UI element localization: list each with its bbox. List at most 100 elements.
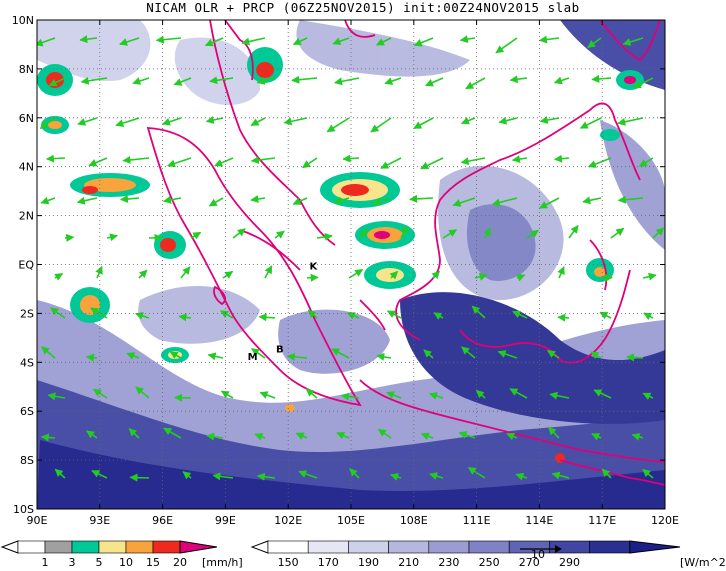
wind-arrow [539, 197, 560, 209]
wind-arrow [475, 389, 486, 399]
prcp-bar-label: 3 [69, 556, 76, 569]
wind-arrow [420, 432, 434, 441]
wind-arrow [85, 353, 98, 362]
lat-tick-label: 2N [19, 210, 34, 223]
wind-arrow [587, 157, 612, 168]
olr-field [37, 20, 665, 509]
wind-arrow [250, 117, 266, 127]
wind-arrow [54, 272, 64, 281]
wind-arrow [91, 469, 108, 479]
wind-arrow [389, 270, 399, 280]
prcp-bar-swatch [17, 540, 46, 554]
wind-arrow [461, 346, 476, 359]
wind-arrow [433, 312, 444, 320]
wind-arrow [409, 194, 434, 203]
wind-arrow [626, 353, 644, 362]
wind-arrow [495, 37, 518, 54]
wind-arrow [254, 433, 266, 441]
wind-arrow [122, 155, 150, 164]
wind-arrow [539, 116, 560, 124]
wind-arrow [491, 197, 518, 207]
wind-arrow [161, 117, 182, 126]
wind-arrow [250, 195, 266, 203]
wind-arrow [40, 196, 56, 205]
lat-tick-label: 6S [20, 405, 34, 418]
wind-arrow [39, 117, 56, 130]
prcp-bar-label: 5 [96, 556, 103, 569]
wind-arrow [256, 472, 276, 481]
lat-tick-label: 10N [12, 14, 34, 27]
olr-bar-label: 270 [519, 556, 540, 569]
wind-arrow [459, 35, 476, 44]
wind-arrow [76, 196, 98, 205]
wind-arrow [512, 310, 528, 319]
wind-arrow [182, 471, 192, 480]
wind-arrow [115, 117, 140, 128]
wind-arrow [554, 154, 570, 163]
olr-bar-swatch [388, 540, 430, 554]
wind-arrow [336, 431, 350, 440]
wind-arrow [509, 388, 528, 399]
lon-tick-label: 90E [27, 514, 48, 527]
wind-arrow [120, 194, 140, 203]
wind-arrow [429, 392, 444, 400]
wind-arrow [465, 77, 486, 90]
wind-arrow [557, 266, 565, 279]
wind-arrow [222, 270, 234, 279]
wind-arrow [178, 313, 192, 322]
wind-arrow [342, 154, 360, 163]
wind-arrow [64, 233, 75, 242]
wind-arrow [180, 266, 191, 279]
wind-arrow [423, 349, 434, 359]
wind-arrow [256, 76, 276, 85]
wind-arrow [442, 229, 458, 239]
wind-arrow [167, 157, 192, 168]
wind-arrow [48, 77, 66, 87]
wind-arrow [251, 347, 266, 359]
wind-arrow [642, 272, 657, 281]
lat-tick-label: 2S [20, 307, 34, 320]
point-label: B [276, 345, 284, 356]
wind-arrow [425, 77, 444, 87]
prcp-bar-swatch [71, 540, 100, 554]
olr-bar-label: 190 [358, 556, 379, 569]
wind-arrow [631, 433, 644, 441]
wind-arrow [509, 75, 528, 84]
wind-arrow [307, 309, 318, 319]
wind-arrow [601, 468, 612, 479]
wind-arrow [334, 77, 360, 86]
wind-arrow [258, 313, 276, 322]
wind-arrow [333, 196, 350, 205]
wind-vectors [37, 35, 665, 482]
wind-arrow [126, 352, 140, 360]
wind-arrow [298, 470, 318, 479]
wind-arrow [506, 432, 518, 441]
wind-arrow [47, 392, 66, 401]
lon-tick-label: 114E [525, 514, 553, 527]
precip-colorbar: 1 3 5 10 15 20 [mm/h] [0, 540, 243, 569]
olr-bar-left-cap [250, 540, 269, 554]
wind-arrow [134, 312, 150, 320]
wind-arrow [173, 77, 192, 86]
wind-arrow [332, 37, 350, 46]
wind-arrow [316, 232, 333, 241]
olr-bar-label: 170 [318, 556, 339, 569]
wind-arrow [220, 310, 234, 319]
lat-lon-grid [37, 20, 665, 509]
olr-bar-label: 150 [278, 556, 299, 569]
ref-vector-head [555, 545, 562, 553]
wind-arrow [349, 468, 360, 479]
wind-arrow [291, 75, 318, 84]
prcp-bar-swatch [98, 540, 127, 554]
ref-vector-label: 10 [531, 548, 545, 561]
olr-bar-swatch [348, 540, 389, 554]
wind-arrow [250, 156, 276, 165]
lon-tick-label: 96E [152, 514, 173, 527]
wind-arrow [553, 76, 570, 85]
wind-arrow [390, 473, 402, 481]
wind-arrow [568, 224, 579, 239]
lat-tick-label: 4N [19, 161, 34, 174]
wind-arrow [204, 37, 224, 47]
wind-arrow [591, 74, 612, 83]
wind-arrow [643, 312, 654, 321]
